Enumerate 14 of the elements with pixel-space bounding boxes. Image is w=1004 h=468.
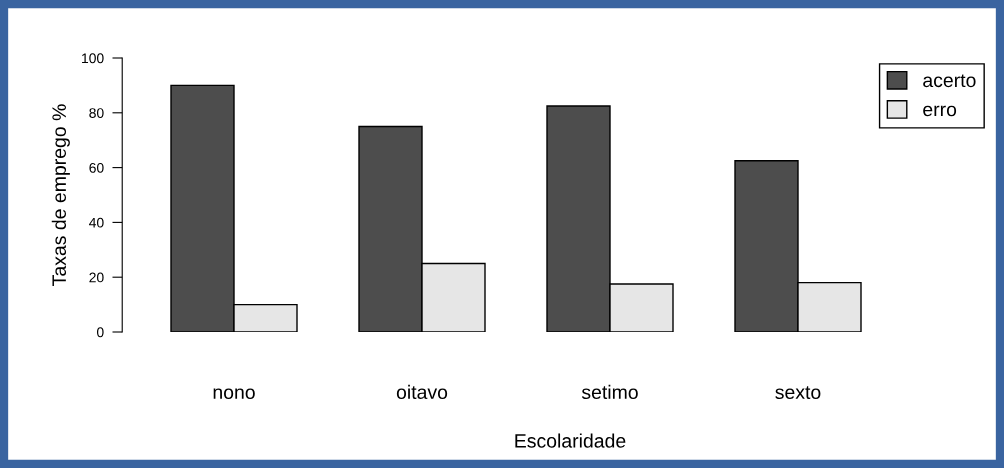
x-tick-label: nono <box>213 388 255 400</box>
y-tick-label: 0 <box>96 327 104 338</box>
y-tick-label: 100 <box>82 53 104 64</box>
x-tick-label: setimo <box>581 384 638 400</box>
y-tick-label: 80 <box>89 108 104 118</box>
y-tick-label: 40 <box>89 217 104 228</box>
y-axis-title: Taxas de emprego % <box>51 104 70 286</box>
x-axis-title: Escolaridade <box>515 433 626 448</box>
y-tick-label: 20 <box>89 272 104 283</box>
x-tick-label: oitavo <box>396 384 448 400</box>
y-tick-label: 60 <box>89 162 104 173</box>
legend-label: erro <box>923 105 957 117</box>
x-tick-label: sexto <box>775 386 821 400</box>
legend-label: acerto <box>923 74 976 88</box>
